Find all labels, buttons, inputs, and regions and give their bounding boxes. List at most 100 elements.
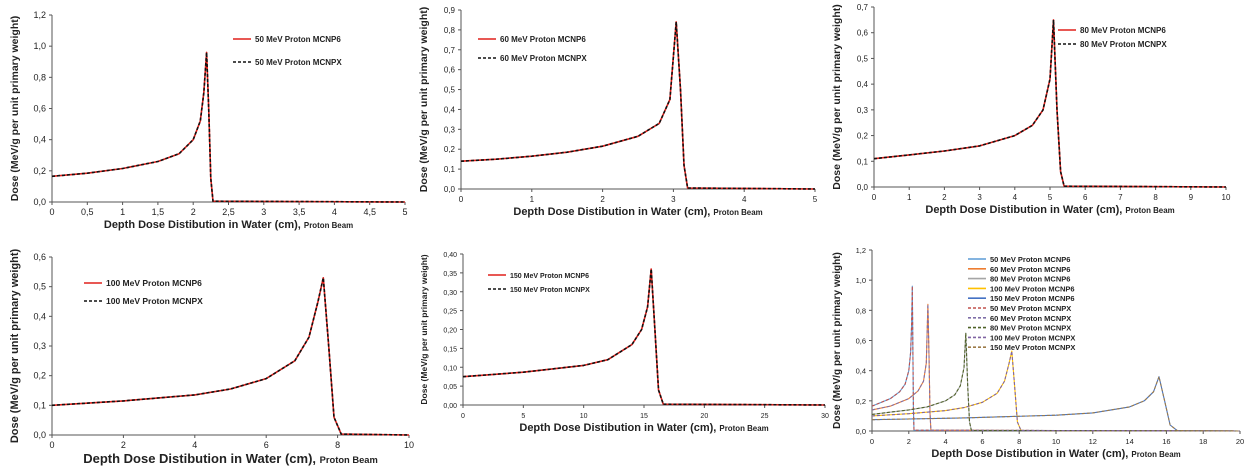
series-line-80-mev-proton-mcnpx xyxy=(871,332,1241,432)
y-tick-label: 1,2 xyxy=(33,10,46,20)
x-tick-label: 12 xyxy=(1089,437,1097,446)
legend-entry: 50 MeV Proton MCNPX xyxy=(990,304,1071,313)
y-tick-label: 0,35 xyxy=(443,271,457,278)
legend-entry: 80 MeV Proton MCNPX xyxy=(990,324,1071,333)
x-tick-label: 1 xyxy=(907,193,912,202)
y-axis-label: Dose (MeV/g per unit primary weight) xyxy=(832,252,843,429)
x-tick-label: 3,5 xyxy=(293,207,306,217)
y-tick-label: 0,6 xyxy=(444,66,456,75)
y-tick-label: 1,2 xyxy=(856,246,866,255)
y-tick-label: 0,5 xyxy=(857,54,869,63)
y-tick-label: 0,20 xyxy=(443,328,457,335)
y-tick-label: 0,2 xyxy=(856,397,866,406)
x-tick-label: 6 xyxy=(980,437,984,446)
x-tick-label: 6 xyxy=(1083,193,1088,202)
x-tick-label: 4 xyxy=(332,207,337,217)
x-tick-label: 25 xyxy=(761,413,769,420)
x-tick-label: 10 xyxy=(1222,193,1231,202)
y-tick-label: 0,5 xyxy=(444,86,456,95)
y-tick-label: 0,7 xyxy=(857,3,869,12)
x-axis-label-suffix: Proton Beam xyxy=(713,208,762,217)
y-tick-label: 0,6 xyxy=(33,252,46,262)
y-tick-label: 0,25 xyxy=(443,309,457,316)
x-tick-label: 2 xyxy=(600,195,605,204)
series-line-50-mev-proton-mcnpx xyxy=(51,51,406,203)
x-axis-label-suffix: Proton Beam xyxy=(1125,206,1174,215)
x-tick-label: 2,5 xyxy=(222,207,235,217)
y-tick-label: 0,2 xyxy=(857,132,869,141)
legend-entry: 80 MeV Proton MCNP6 xyxy=(990,275,1070,284)
y-tick-label: 0,2 xyxy=(33,371,46,381)
x-tick-label: 1,5 xyxy=(152,207,165,217)
x-tick-label: 2 xyxy=(191,207,196,217)
x-axis-label-main: Depth Dose Distibution in Water (cm), xyxy=(925,204,1125,216)
dose-chart-3: 0,0 0,1 0,2 0,3 0,4 0,5 0,6 0,7 0 1 2 3 4 5 6 7 8 9 10 Dept… xyxy=(831,3,1231,216)
x-axis-label-suffix: Proton Beam xyxy=(719,424,768,433)
x-tick-label: 1 xyxy=(120,207,125,217)
y-tick-label: 0,00 xyxy=(443,403,457,410)
y-tick-label: 0,15 xyxy=(443,346,457,353)
x-tick-label: 20 xyxy=(700,413,708,420)
x-tick-label: 14 xyxy=(1125,437,1133,446)
x-tick-label: 3 xyxy=(977,193,982,202)
dose-chart-1: 0,0 0,2 0,4 0,6 0,8 1,0 1,2 0 0,5 1 1,5 2 2,5 3 3,5 4 4,… xyxy=(9,10,408,231)
y-tick-label: 0,4 xyxy=(33,311,46,321)
x-axis-label-main: Depth Dose Distibution in Water (cm), xyxy=(104,219,304,231)
x-axis-label: Depth Dose Distibution in Water (cm), Pr… xyxy=(104,219,353,231)
x-axis-label-main: Depth Dose Distibution in Water (cm), xyxy=(931,448,1131,460)
x-tick-label: 0,5 xyxy=(81,207,94,217)
y-tick-label: 0,40 xyxy=(443,252,457,259)
y-tick-label: 0,3 xyxy=(444,125,456,134)
y-tick-label: 0,0 xyxy=(857,183,869,192)
x-tick-label: 18 xyxy=(1199,437,1207,446)
x-tick-label: 1 xyxy=(530,195,535,204)
series-line-100-mev-proton-mcnpx xyxy=(871,350,1241,432)
x-axis-label-suffix: Proton Beam xyxy=(1131,450,1180,459)
x-tick-label: 4 xyxy=(192,440,197,450)
x-tick-label: 0 xyxy=(49,207,54,217)
x-axis-label: Depth Dose Distibution in Water (cm), Pr… xyxy=(513,206,762,218)
y-tick-label: 0,0 xyxy=(33,197,46,207)
x-tick-label: 5 xyxy=(402,207,407,217)
y-tick-label: 0,2 xyxy=(444,145,456,154)
legend-entry: 100 MeV Proton MCNP6 xyxy=(990,284,1075,293)
dose-chart-4: 0,0 0,1 0,2 0,3 0,4 0,5 0,6 0 2 4 6 8 10 Depth Dose D… xyxy=(9,248,414,466)
x-tick-label: 3 xyxy=(671,195,676,204)
legend-entry: 150 MeV Proton MCNPX xyxy=(510,287,590,294)
legend-entry: 150 MeV Proton MCNP6 xyxy=(990,294,1075,303)
y-tick-label: 0,8 xyxy=(33,72,46,82)
series-line-100-mev-proton-mcnpx xyxy=(51,276,410,436)
x-tick-label: 5 xyxy=(521,413,525,420)
x-tick-label: 9 xyxy=(1189,193,1194,202)
y-tick-label: 0,0 xyxy=(444,185,456,194)
legend-entry: 100 MeV Proton MCNP6 xyxy=(106,278,202,288)
series-line-50-mev-proton-mcnp6 xyxy=(51,51,406,203)
x-axis-label: Depth Dose Distibution in Water (cm), Pr… xyxy=(925,204,1174,216)
y-tick-label: 0,6 xyxy=(857,29,869,38)
legend-entry: 150 MeV Proton MCNPX xyxy=(990,343,1075,352)
x-tick-label: 0 xyxy=(461,413,465,420)
x-tick-label: 7 xyxy=(1118,193,1123,202)
dose-chart-2: 0,0 0,1 0,2 0,3 0,4 0,5 0,6 0,7 0,8 0,9 0 1 2 3 4 5 Dept… xyxy=(418,6,818,218)
x-tick-label: 3 xyxy=(261,207,266,217)
y-tick-label: 0,05 xyxy=(443,384,457,391)
x-tick-label: 0 xyxy=(872,193,877,202)
x-tick-label: 4 xyxy=(1013,193,1018,202)
series-line-150-mev-proton-mcnpx xyxy=(871,376,1241,432)
x-axis-label-main: Depth Dose Distibution in Water (cm), xyxy=(513,206,713,218)
legend-entry: 150 MeV Proton MCNP6 xyxy=(510,273,589,280)
x-axis-label-suffix: Proton Beam xyxy=(320,455,378,465)
x-tick-label: 2 xyxy=(121,440,126,450)
x-tick-label: 4 xyxy=(944,437,948,446)
y-tick-label: 0,3 xyxy=(857,106,869,115)
legend-entry: 80 MeV Proton MCNP6 xyxy=(1080,26,1166,35)
y-axis-label: Dose (MeV/g per unit primary weight) xyxy=(418,7,430,193)
y-tick-label: 1,0 xyxy=(33,41,46,51)
x-axis-label-main: Depth Dose Distibution in Water (cm), xyxy=(519,422,719,434)
y-tick-label: 0,7 xyxy=(444,46,456,55)
x-tick-label: 4 xyxy=(742,195,747,204)
y-tick-label: 0,9 xyxy=(444,6,456,15)
series-line-150-mev-proton-mcnpx xyxy=(462,268,826,406)
x-axis-label: Depth Dose Distibution in Water (cm), Pr… xyxy=(931,448,1180,460)
x-axis-label-main: Depth Dose Distibution in Water (cm), xyxy=(83,451,319,466)
